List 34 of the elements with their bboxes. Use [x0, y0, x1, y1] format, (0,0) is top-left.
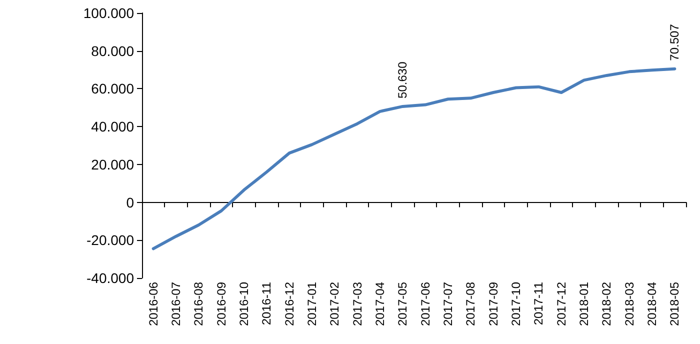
x-tick-label: 2016-07	[169, 282, 183, 326]
x-tick-label: 2017-06	[418, 282, 432, 326]
x-tick-label: 2016-09	[214, 282, 228, 326]
x-tick-label: 2017-12	[554, 282, 568, 326]
x-tick-label: 2017-05	[396, 282, 410, 326]
x-tick-label: 2016-06	[146, 282, 160, 326]
x-tick-label: 2018-05	[668, 282, 682, 326]
y-tick-label: -20.000	[86, 232, 134, 248]
x-tick-label: 2018-01	[577, 282, 591, 326]
y-tick-label: 60.000	[91, 80, 134, 97]
x-tick-label: 2017-03	[350, 282, 364, 326]
x-tick-label: 2017-10	[509, 282, 523, 326]
x-tick-label: 2018-04	[645, 282, 659, 326]
x-tick-label: 2017-09	[486, 282, 500, 326]
y-tick-label: 0	[126, 194, 134, 210]
x-tick-label: 2016-10	[237, 282, 251, 326]
x-tick-label: 2016-12	[282, 282, 296, 326]
y-tick-label: 20.000	[91, 156, 134, 172]
y-tick-label: -40.000	[86, 270, 134, 286]
x-tick-label: 2017-02	[328, 282, 342, 326]
x-tick-label: 2017-07	[441, 282, 455, 326]
x-tick-label: 2017-01	[305, 282, 319, 326]
x-tick-label: 2018-02	[600, 282, 614, 326]
data-label: 70.507	[668, 24, 682, 61]
x-tick-label: 2018-03	[622, 282, 636, 326]
x-tick-label: 2016-11	[260, 282, 274, 326]
y-tick-label: 100.000	[83, 5, 134, 21]
x-tick-label: 2017-11	[532, 282, 546, 326]
data-label: 50.630	[396, 61, 410, 98]
y-tick-label: 80.000	[91, 42, 134, 59]
y-tick-label: 40.000	[91, 118, 134, 135]
x-tick-label: 2017-04	[373, 282, 387, 326]
x-tick-label: 2016-08	[192, 282, 206, 326]
x-tick-label: 2017-08	[464, 282, 478, 326]
